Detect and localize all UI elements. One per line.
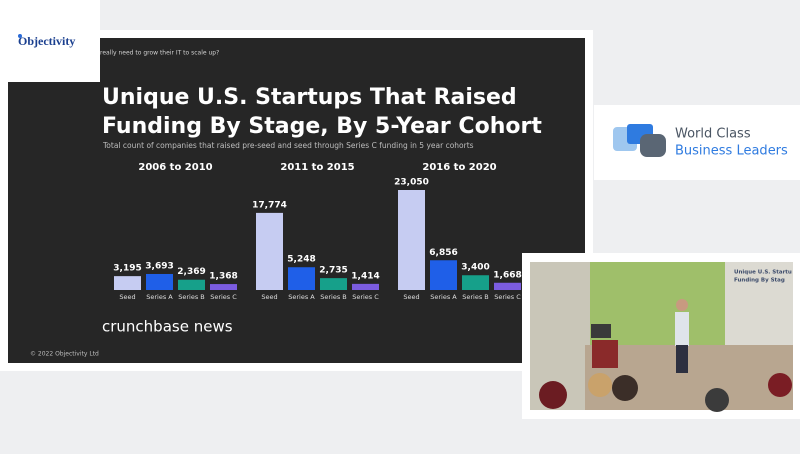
chart: 2006 to 2010 3,195 Seed 3,693 Series A 2,369 S…	[113, 162, 521, 301]
value-label: 5,248	[287, 255, 315, 265]
value-label: 1,368	[209, 272, 237, 282]
bar	[494, 282, 521, 290]
footer: © 2022 Objectivity Ltd	[30, 351, 99, 358]
bar	[178, 279, 205, 290]
value-label: 1,414	[351, 271, 379, 281]
chart-title: Unique U.S. Startups That Raised	[102, 85, 517, 110]
bar	[256, 212, 283, 290]
value-label: 2,369	[177, 267, 205, 277]
bar-label: Seed	[261, 293, 277, 301]
value-label: 6,856	[429, 248, 457, 258]
value-label: 23,050	[394, 178, 429, 188]
card-line: Business Leaders	[675, 144, 788, 159]
bar	[146, 273, 173, 290]
bar-label: Series B	[320, 293, 347, 301]
screen-text: Funding By Stag	[734, 278, 785, 284]
value-label: 3,400	[461, 263, 489, 273]
bar	[114, 276, 141, 290]
group-label: 2016 to 2020	[422, 162, 496, 173]
bar	[352, 283, 379, 290]
card-line: World Class	[675, 127, 751, 142]
bar-label: Series A	[146, 293, 173, 301]
value-label: 3,693	[145, 261, 173, 271]
value-label: 1,668	[493, 270, 521, 280]
logo: Objectivity	[18, 34, 75, 48]
value-label: 17,774	[252, 200, 287, 210]
bar-label: Series C	[210, 293, 237, 301]
group-label: 2011 to 2015	[280, 162, 354, 173]
logo-dot	[18, 34, 22, 38]
bar	[398, 190, 425, 290]
bar-label: Series A	[288, 293, 315, 301]
bar	[320, 278, 347, 290]
bar-label: Series B	[462, 293, 489, 301]
bar	[288, 267, 315, 290]
bar	[462, 275, 489, 290]
chart-subtitle: Total count of companies that raised pre…	[102, 141, 474, 150]
bar-label: Seed	[119, 293, 135, 301]
brand: crunchbase news	[102, 318, 233, 336]
slide-header: really need to grow their IT to scale up…	[100, 50, 219, 57]
bar-label: Series C	[352, 293, 379, 301]
bar	[430, 260, 457, 290]
screen-text: Unique U.S. Startu	[734, 270, 792, 276]
value-label: 2,735	[319, 266, 347, 276]
video	[530, 262, 793, 412]
group-label: 2006 to 2010	[138, 162, 212, 173]
chart-title: Funding By Stage, By 5-Year Cohort	[102, 114, 542, 139]
logo-box	[0, 0, 100, 82]
slide	[8, 38, 585, 363]
bar-label: Series A	[430, 293, 457, 301]
card-icon	[640, 134, 666, 157]
bar-label: Series B	[178, 293, 205, 301]
bar-label: Series C	[494, 293, 521, 301]
bar-label: Seed	[403, 293, 419, 301]
bar	[210, 284, 237, 290]
value-label: 3,195	[113, 264, 141, 274]
